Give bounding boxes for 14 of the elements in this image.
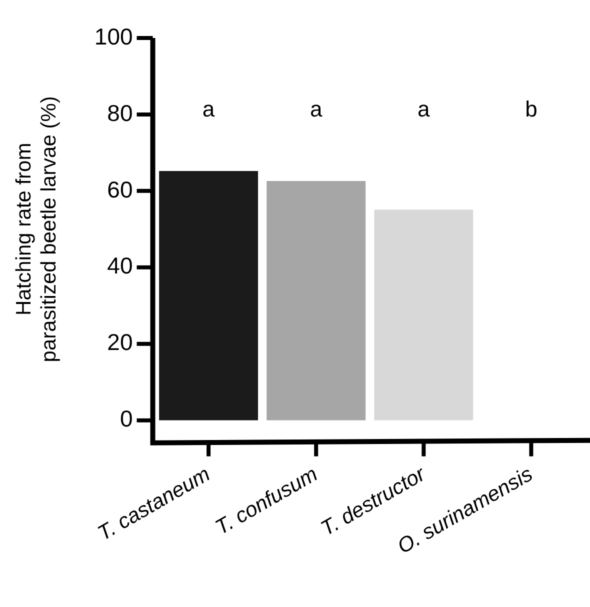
- y-tick-label: 80: [107, 100, 133, 126]
- y-axis-title: Hatching rate from parasitized beetle larvae (%): [12, 96, 61, 362]
- annotation: a: [202, 96, 216, 122]
- y-tick-label: 60: [107, 176, 133, 202]
- annotation: b: [525, 96, 538, 122]
- y-tick-label: 20: [107, 329, 133, 356]
- bar: [266, 180, 366, 420]
- annotation: a: [310, 96, 323, 122]
- y-tick-label: 40: [107, 252, 133, 279]
- y-tick-label: 0: [120, 406, 133, 432]
- annotation: a: [418, 96, 431, 122]
- y-tick-label: 100: [94, 23, 133, 50]
- bar: [159, 171, 258, 420]
- bar: [374, 210, 474, 420]
